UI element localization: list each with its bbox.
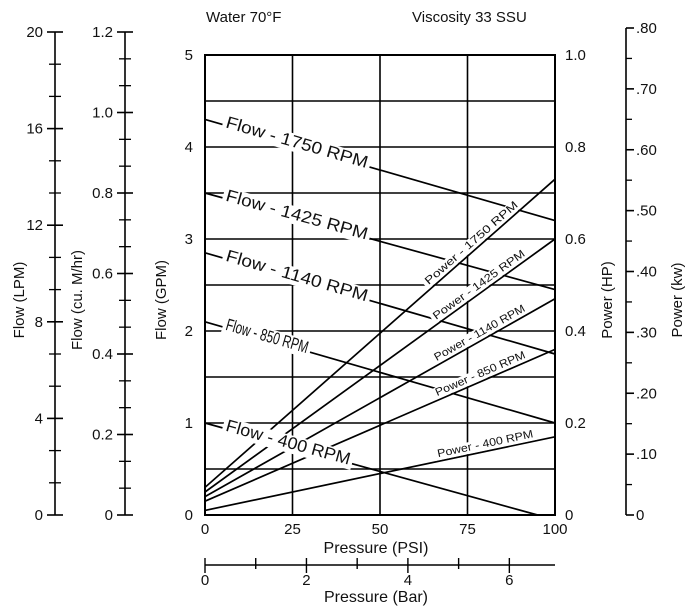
lpm-tick-label: 12	[26, 217, 43, 234]
cum-hr-tick-label: 0.6	[92, 266, 113, 283]
kw-tick-label: .50	[636, 203, 657, 220]
kw-tick-label: .40	[636, 264, 657, 281]
gpm-tick-label: 3	[185, 231, 193, 248]
gpm-tick-label: 5	[185, 47, 193, 64]
hp-axis-title: Power (HP)	[599, 261, 616, 339]
hp-tick-label: 1.0	[565, 47, 586, 64]
hp-tick-label: 0.6	[565, 231, 586, 248]
flow-series-label: Flow - 1425 RPM	[224, 186, 370, 243]
kw-axis-title: Power (kw)	[669, 262, 686, 337]
flow-series-label-backing	[220, 316, 314, 359]
flow-series-label-backing	[220, 247, 373, 307]
header-right-text: Viscosity 33 SSU	[412, 9, 527, 26]
power-series-label-backing	[429, 301, 530, 366]
power-series-label-backing	[428, 246, 530, 325]
kw-tick-label: .20	[636, 385, 657, 402]
bar-tick-label: 0	[201, 572, 209, 589]
lpm-tick-label: 0	[35, 507, 43, 524]
psi-axis-label: Pressure (PSI)	[324, 540, 429, 557]
kw-tick-label: .30	[636, 324, 657, 341]
bar-tick-label: 2	[302, 572, 310, 589]
power-line-1	[204, 238, 556, 493]
hp-tick-label: 0	[565, 507, 573, 524]
power-line-2	[204, 298, 556, 498]
psi-tick-label: 100	[542, 521, 567, 538]
hp-tick-label: 0.8	[565, 139, 586, 156]
cum-hr-tick-label: 0	[105, 507, 113, 524]
lpm-tick-label: 8	[35, 314, 43, 331]
kw-tick-label: .10	[636, 446, 657, 463]
gpm-tick-label: 2	[185, 323, 193, 340]
flow-series-label-backing	[220, 186, 373, 245]
flow-series-label: Flow - 850 RPM	[224, 315, 311, 357]
power-line-4	[204, 435, 556, 512]
lpm-axis-title: Flow (LPM)	[11, 262, 28, 339]
lpm-tick-label: 4	[35, 410, 43, 427]
chart-header: Water 70°F Viscosity 33 SSU	[206, 9, 527, 26]
cum-hr-tick-label: 0.4	[92, 346, 113, 363]
cum-hr-tick-label: 1.2	[92, 24, 113, 41]
power-line-3	[204, 348, 556, 502]
cum-hr-axis-title: Flow (cu. M/hr)	[69, 250, 86, 350]
power-series-label-backing	[420, 197, 523, 290]
series-lines	[204, 118, 556, 516]
kw-tick-label: .60	[636, 142, 657, 159]
gpm-tick-label: 0	[185, 507, 193, 524]
kw-tick-label: .70	[636, 81, 657, 98]
psi-tick-label: 25	[284, 521, 301, 538]
flow-series-label-backing	[220, 113, 373, 174]
gpm-tick-label: 4	[185, 139, 193, 156]
header-left-text: Water 70°F	[206, 9, 281, 26]
power-series-label-backing	[430, 348, 531, 401]
gpm-axis-title: Flow (GPM)	[153, 260, 170, 340]
hp-tick-label: 0.2	[565, 415, 586, 432]
kw-tick-label: .80	[636, 20, 657, 37]
flow-series-label-backing	[220, 416, 356, 471]
hp-tick-label: 0.4	[565, 323, 586, 340]
cum-hr-tick-label: 1.0	[92, 105, 113, 122]
bar-tick-label: 6	[505, 572, 513, 589]
flow-series-label: Flow - 1750 RPM	[224, 113, 371, 172]
bar-axis-label: Pressure (Bar)	[324, 589, 428, 606]
bar-tick-label: 4	[404, 572, 412, 589]
flow-series-label: Flow - 1140 RPM	[224, 246, 371, 305]
cum-hr-tick-label: 0.2	[92, 427, 113, 444]
psi-tick-label: 75	[459, 521, 476, 538]
lpm-tick-label: 20	[26, 24, 43, 41]
cum-hr-tick-label: 0.8	[92, 185, 113, 202]
lpm-tick-label: 16	[26, 121, 43, 138]
power-series-label-backing	[433, 428, 538, 461]
psi-tick-label: 50	[372, 521, 389, 538]
kw-tick-label: 0	[636, 507, 644, 524]
psi-tick-label: 0	[201, 521, 209, 538]
gpm-tick-label: 1	[185, 415, 193, 432]
